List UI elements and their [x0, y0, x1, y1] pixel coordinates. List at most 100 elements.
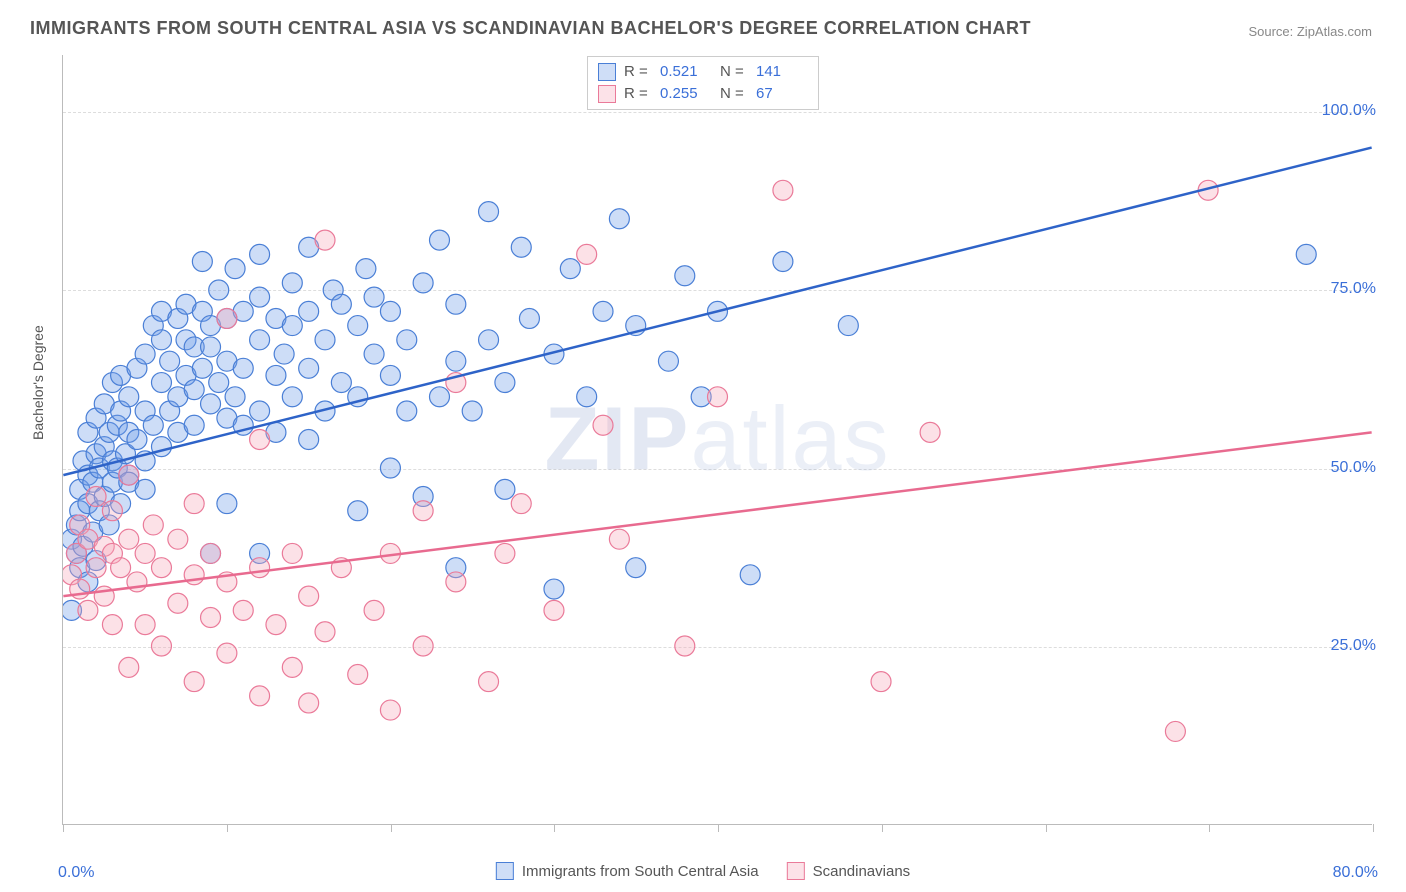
scatter-point-scn — [201, 608, 221, 628]
chart-title: IMMIGRANTS FROM SOUTH CENTRAL ASIA VS SC… — [30, 18, 1031, 39]
scatter-point-scn — [135, 615, 155, 635]
scatter-point-scn — [299, 586, 319, 606]
legend-swatch-scn — [598, 85, 616, 103]
scatter-point-scn — [86, 486, 106, 506]
scatter-point-scn — [233, 600, 253, 620]
scatter-point-scn — [151, 636, 171, 656]
scatter-point-scn — [266, 615, 286, 635]
scatter-point-sca — [225, 387, 245, 407]
scatter-point-sca — [413, 273, 433, 293]
scatter-point-sca — [192, 252, 212, 272]
scatter-point-sca — [151, 437, 171, 457]
scatter-point-sca — [127, 430, 147, 450]
scatter-point-sca — [609, 209, 629, 229]
scatter-point-scn — [511, 494, 531, 514]
plot-area: ZIPatlas — [62, 55, 1372, 825]
scatter-point-scn — [315, 230, 335, 250]
scatter-point-scn — [446, 572, 466, 592]
scatter-point-sca — [364, 344, 384, 364]
scatter-point-scn — [299, 693, 319, 713]
scatter-point-sca — [299, 430, 319, 450]
legend-r-label: R = — [624, 83, 652, 105]
scatter-point-scn — [593, 415, 613, 435]
scatter-point-scn — [282, 657, 302, 677]
legend-item-scn: Scandinavians — [787, 862, 911, 880]
legend-row-scn: R = 0.255 N = 67 — [598, 83, 808, 105]
legend-item-sca: Immigrants from South Central Asia — [496, 862, 759, 880]
scatter-point-sca — [331, 373, 351, 393]
scatter-point-scn — [168, 529, 188, 549]
scatter-point-scn — [151, 558, 171, 578]
scatter-point-sca — [380, 458, 400, 478]
x-tick-max: 80.0% — [1333, 864, 1378, 882]
scatter-point-scn — [184, 672, 204, 692]
scatter-point-scn — [364, 600, 384, 620]
scatter-point-sca — [773, 252, 793, 272]
scatter-point-sca — [135, 344, 155, 364]
scatter-point-scn — [315, 622, 335, 642]
legend-n-label: N = — [720, 83, 748, 105]
scatter-point-scn — [201, 543, 221, 563]
scatter-point-sca — [184, 380, 204, 400]
scatter-point-sca — [577, 387, 597, 407]
x-tick-min: 0.0% — [58, 864, 94, 882]
tick-x — [1209, 824, 1210, 832]
scatter-point-sca — [143, 415, 163, 435]
scatter-point-sca — [151, 330, 171, 350]
legend-label-sca: Immigrants from South Central Asia — [522, 863, 759, 880]
scatter-point-sca — [429, 230, 449, 250]
legend-r-value-scn: 0.255 — [660, 83, 712, 105]
legend-r-value-sca: 0.521 — [660, 61, 712, 83]
scatter-point-sca — [217, 494, 237, 514]
scatter-point-sca — [397, 401, 417, 421]
scatter-point-sca — [397, 330, 417, 350]
scatter-point-scn — [86, 558, 106, 578]
scatter-point-scn — [413, 501, 433, 521]
tick-x — [882, 824, 883, 832]
scatter-point-sca — [184, 415, 204, 435]
scatter-point-scn — [143, 515, 163, 535]
scatter-point-scn — [609, 529, 629, 549]
scatter-point-scn — [920, 422, 940, 442]
scatter-point-scn — [111, 558, 131, 578]
source-attribution: Source: ZipAtlas.com — [1248, 24, 1372, 39]
scatter-point-scn — [102, 501, 122, 521]
scatter-point-sca — [429, 387, 449, 407]
scatter-point-sca — [380, 365, 400, 385]
scatter-point-sca — [479, 202, 499, 222]
scatter-point-sca — [135, 479, 155, 499]
scatter-point-sca — [151, 373, 171, 393]
scatter-point-scn — [479, 672, 499, 692]
legend-n-value-scn: 67 — [756, 83, 808, 105]
scatter-point-sca — [511, 237, 531, 257]
scatter-point-sca — [250, 401, 270, 421]
scatter-point-sca — [740, 565, 760, 585]
scatter-point-sca — [626, 558, 646, 578]
scatter-point-sca — [462, 401, 482, 421]
scatter-point-scn — [380, 700, 400, 720]
scatter-point-sca — [331, 294, 351, 314]
scatter-point-sca — [274, 344, 294, 364]
scatter-point-sca — [233, 358, 253, 378]
tick-x — [391, 824, 392, 832]
scatter-point-scn — [119, 529, 139, 549]
scatter-point-scn — [102, 615, 122, 635]
scatter-point-sca — [299, 301, 319, 321]
scatter-point-sca — [209, 280, 229, 300]
scatter-point-scn — [413, 636, 433, 656]
scatter-point-sca — [1296, 244, 1316, 264]
tick-x — [1373, 824, 1374, 832]
scatter-point-sca — [299, 358, 319, 378]
scatter-point-sca — [225, 259, 245, 279]
scatter-point-sca — [348, 316, 368, 336]
scatter-point-sca — [364, 287, 384, 307]
scatter-point-scn — [119, 657, 139, 677]
scatter-point-sca — [192, 358, 212, 378]
scatter-point-sca — [658, 351, 678, 371]
scatter-point-sca — [380, 301, 400, 321]
scatter-point-sca — [282, 273, 302, 293]
scatter-point-sca — [356, 259, 376, 279]
scatter-point-scn — [217, 643, 237, 663]
tick-x — [227, 824, 228, 832]
scatter-point-sca — [479, 330, 499, 350]
